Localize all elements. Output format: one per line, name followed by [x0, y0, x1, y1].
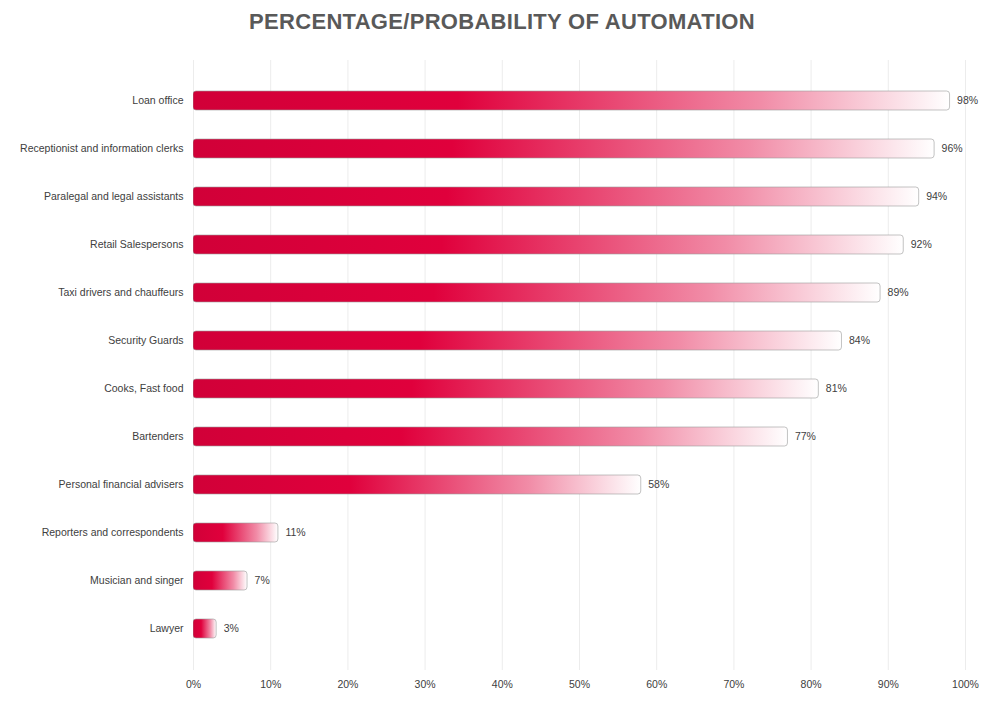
svg-text:90%: 90%	[878, 678, 899, 690]
svg-text:98%: 98%	[957, 94, 978, 106]
svg-text:10%: 10%	[260, 678, 281, 690]
svg-text:Cooks, Fast food: Cooks, Fast food	[104, 382, 184, 394]
svg-text:7%: 7%	[255, 574, 270, 586]
svg-text:84%: 84%	[849, 334, 870, 346]
svg-text:96%: 96%	[942, 142, 963, 154]
svg-text:81%: 81%	[826, 382, 847, 394]
svg-text:Reporters and correspondents: Reporters and correspondents	[42, 526, 184, 538]
svg-text:80%: 80%	[801, 678, 822, 690]
svg-text:70%: 70%	[723, 678, 744, 690]
svg-text:Musician and singer: Musician and singer	[90, 574, 184, 586]
svg-text:60%: 60%	[646, 678, 667, 690]
svg-text:0%: 0%	[186, 678, 201, 690]
svg-text:Paralegal and legal assistants: Paralegal and legal assistants	[44, 190, 184, 202]
svg-text:20%: 20%	[337, 678, 358, 690]
svg-text:Taxi drivers and chauffeurs: Taxi drivers and chauffeurs	[58, 286, 183, 298]
svg-text:Retail Salespersons: Retail Salespersons	[90, 238, 183, 250]
svg-text:50%: 50%	[569, 678, 590, 690]
svg-text:92%: 92%	[911, 238, 932, 250]
svg-text:Lawyer: Lawyer	[150, 622, 184, 634]
svg-text:Personal financial advisers: Personal financial advisers	[59, 478, 184, 490]
svg-text:11%: 11%	[285, 526, 305, 538]
svg-text:Loan office: Loan office	[132, 94, 183, 106]
svg-text:58%: 58%	[648, 478, 669, 490]
svg-text:94%: 94%	[926, 190, 947, 202]
svg-text:100%: 100%	[952, 678, 979, 690]
svg-text:Bartenders: Bartenders	[132, 430, 183, 442]
svg-text:Security Guards: Security Guards	[108, 334, 183, 346]
svg-text:Receptionist and information c: Receptionist and information clerks	[20, 142, 183, 154]
html-text:PERCENTAGE/PROBABILITY OF AUTO: PERCENTAGE/PROBABILITY OF AUTOMATION	[249, 9, 755, 34]
svg-text:77%: 77%	[795, 430, 816, 442]
svg-text:30%: 30%	[415, 678, 436, 690]
svg-text:89%: 89%	[888, 286, 909, 298]
svg-text:40%: 40%	[492, 678, 513, 690]
svg-text:3%: 3%	[224, 622, 239, 634]
